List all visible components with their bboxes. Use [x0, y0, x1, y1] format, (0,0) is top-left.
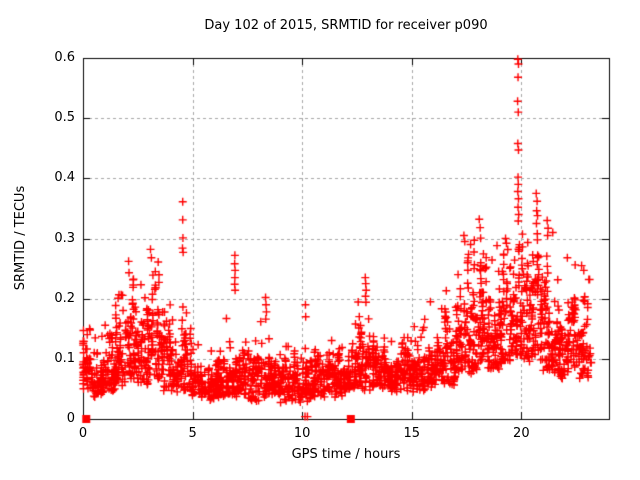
- x-tick-label: 5: [188, 426, 197, 441]
- x-axis-label: GPS time / hours: [291, 447, 401, 462]
- x-tick-label: 20: [513, 426, 530, 441]
- y-tick-label: 0: [66, 411, 75, 426]
- y-tick-label: 0.1: [54, 350, 75, 366]
- y-tick-label: 0.4: [54, 170, 75, 186]
- x-tick-label: 15: [403, 426, 421, 441]
- chart-title: Day 102 of 2015, SRMTID for receiver p09…: [204, 18, 488, 33]
- y-tick-label: 0.2: [54, 290, 75, 306]
- y-tick-label: 0.3: [54, 230, 75, 246]
- y-tick-label: 0.5: [54, 110, 75, 126]
- x-tick-label: 0: [78, 426, 88, 441]
- y-tick-label: 0.6: [54, 50, 75, 65]
- x-tick-label: 10: [293, 426, 311, 441]
